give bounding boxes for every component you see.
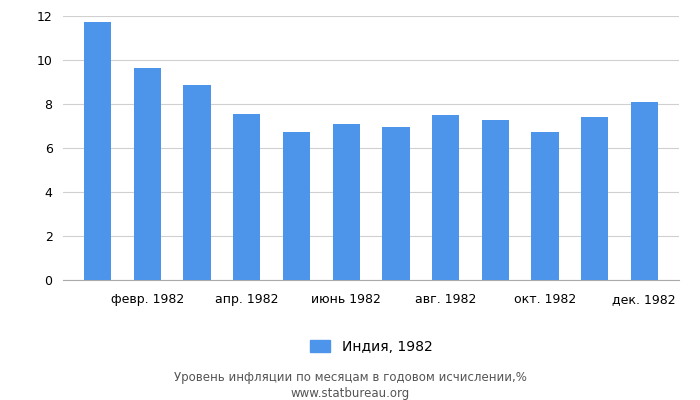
Bar	[233, 114, 260, 280]
Text: Уровень инфляции по месяцам в годовом исчислении,%: Уровень инфляции по месяцам в годовом ис…	[174, 372, 526, 384]
Bar	[283, 132, 310, 280]
Legend: Индия, 1982: Индия, 1982	[304, 334, 438, 360]
Bar	[183, 85, 211, 280]
Bar	[432, 115, 459, 280]
Bar	[531, 132, 559, 280]
Bar	[631, 102, 658, 280]
Bar	[482, 120, 509, 280]
Bar	[581, 117, 608, 280]
Bar	[332, 124, 360, 280]
Bar	[382, 127, 410, 280]
Bar	[134, 68, 161, 280]
Text: www.statbureau.org: www.statbureau.org	[290, 388, 410, 400]
Bar	[84, 22, 111, 280]
